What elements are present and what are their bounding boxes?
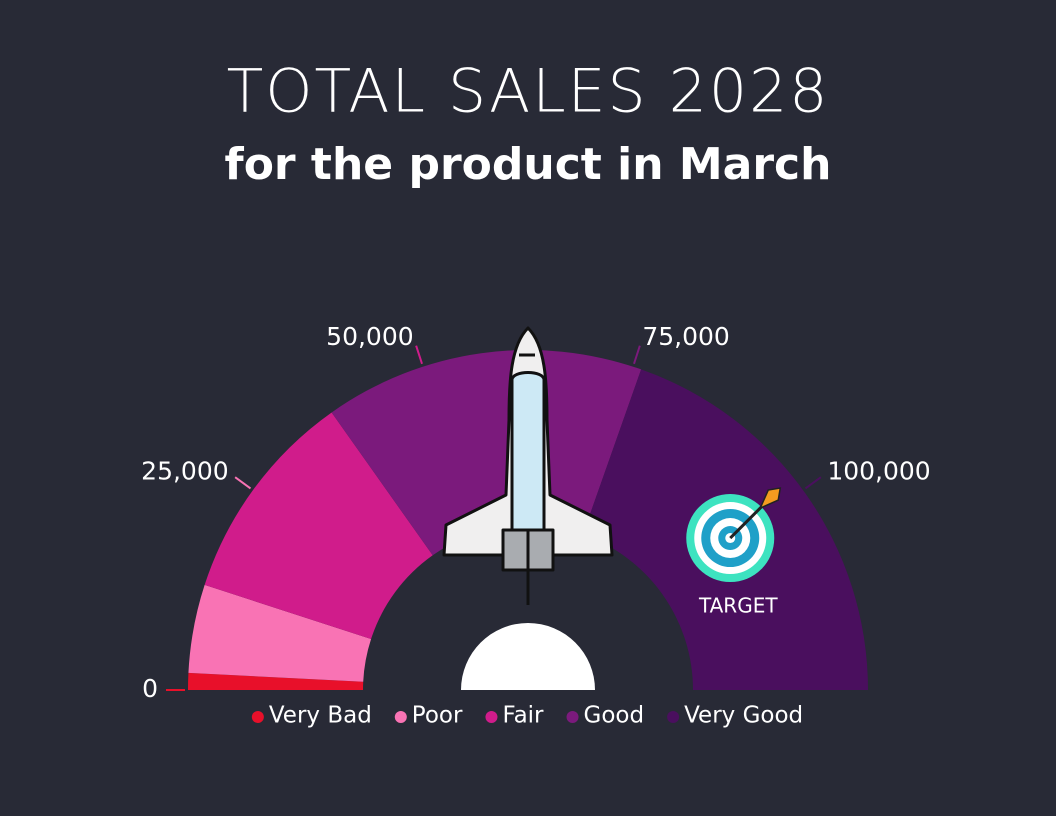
gauge-band — [188, 584, 372, 682]
legend-swatch — [667, 711, 680, 723]
tick-label: 100,000 — [827, 457, 930, 486]
chart-subtitle: for the product in March — [225, 139, 832, 190]
tick-mark — [804, 476, 822, 490]
legend-label: Poor — [412, 703, 463, 729]
tick-label: 0 — [142, 674, 158, 703]
tick-mark — [415, 345, 423, 365]
target-arrow-fletch — [758, 487, 782, 510]
legend-swatch — [394, 711, 407, 723]
legend-swatch — [251, 711, 264, 723]
target-label: TARGET — [698, 594, 778, 618]
chart-title: TOTAL SALES 2028 — [227, 57, 830, 127]
legend-label: Good — [584, 703, 645, 729]
gauge-ticks: 0 25,000 50,000 75,000 100,000 — [141, 322, 931, 703]
target: TARGET — [686, 487, 782, 618]
tick-label: 25,000 — [141, 457, 228, 486]
legend-label: Very Good — [684, 703, 803, 729]
gauge-band — [204, 412, 433, 640]
legend-label: Fair — [502, 703, 544, 729]
rocket-needle — [442, 326, 614, 605]
legend-label: Very Bad — [269, 703, 372, 729]
legend: Very Bad Poor Fair Good Very Good — [251, 703, 803, 729]
gauge-hub — [461, 623, 595, 690]
tick-label: 75,000 — [642, 322, 729, 351]
legend-swatch — [566, 711, 579, 723]
tick-label: 50,000 — [326, 322, 413, 351]
tick-mark — [234, 476, 252, 490]
legend-swatch — [485, 711, 498, 723]
gauge-band — [188, 672, 364, 690]
tick-mark — [633, 345, 641, 365]
